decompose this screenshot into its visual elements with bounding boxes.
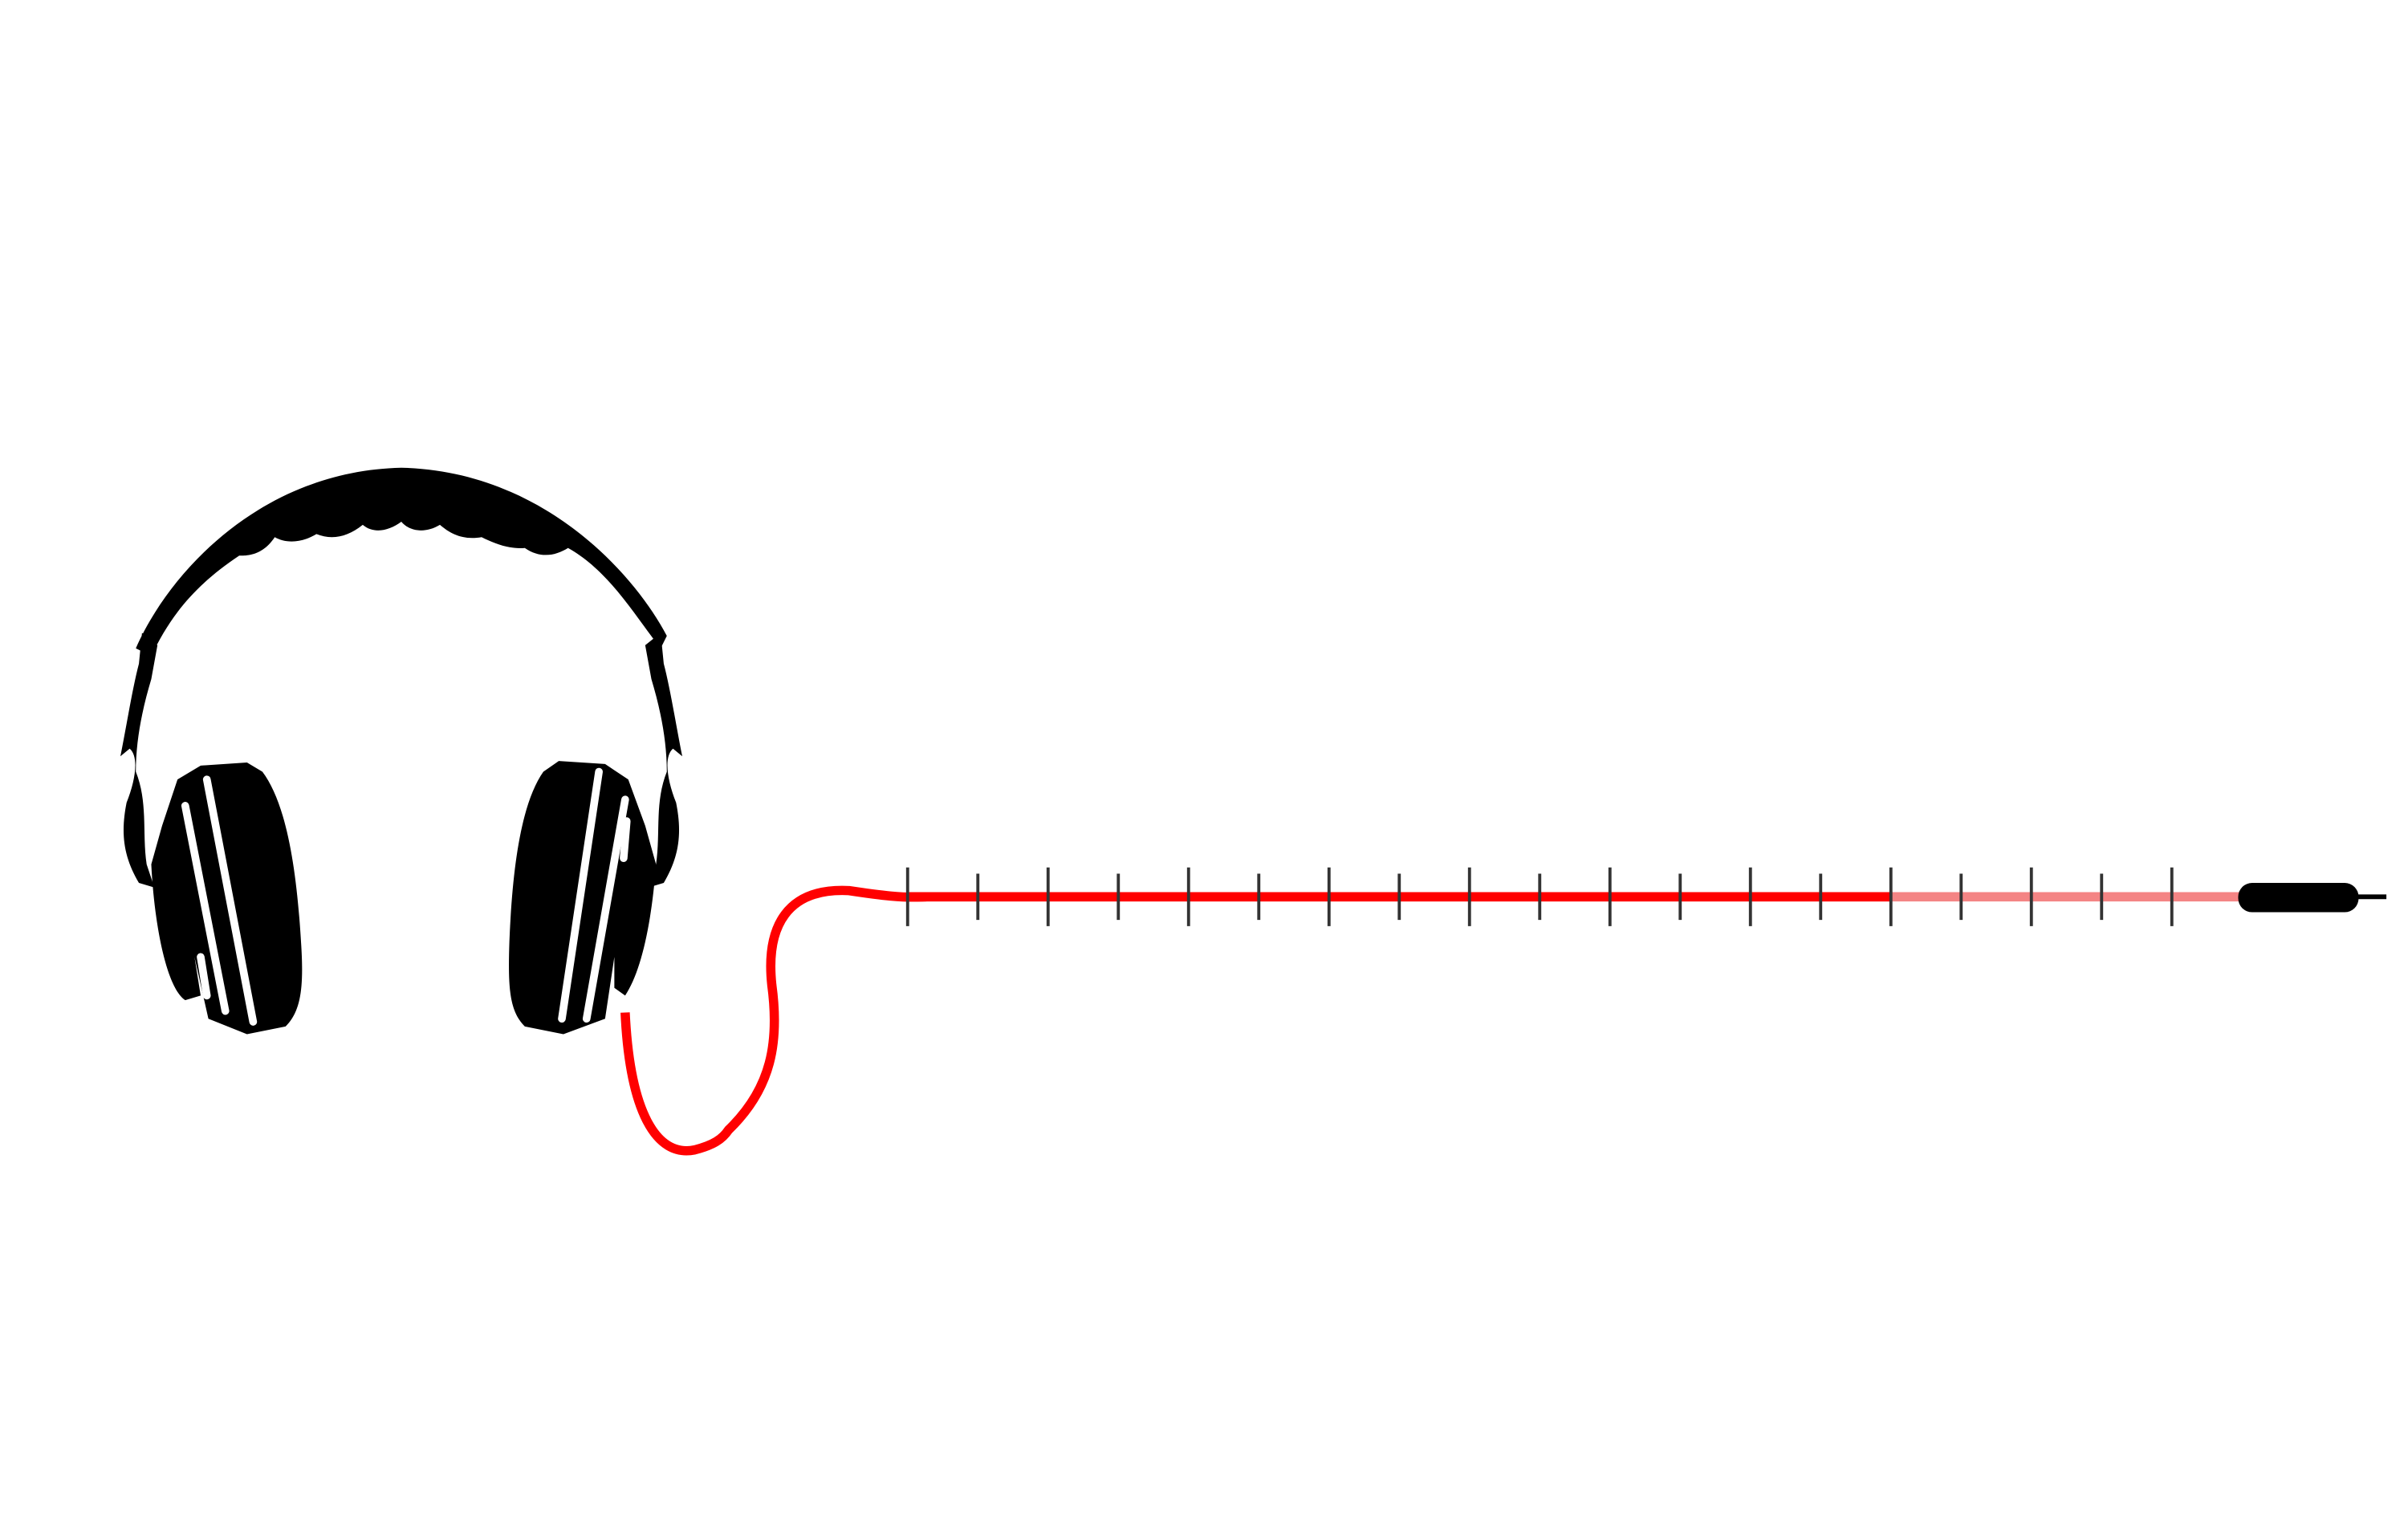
headband (136, 467, 667, 657)
left-yoke (120, 632, 158, 888)
audio-jack (2238, 883, 2359, 913)
headphones (120, 467, 682, 1035)
right-yoke (645, 632, 682, 888)
cable-slider[interactable] (905, 867, 2387, 926)
cable (620, 885, 927, 1156)
